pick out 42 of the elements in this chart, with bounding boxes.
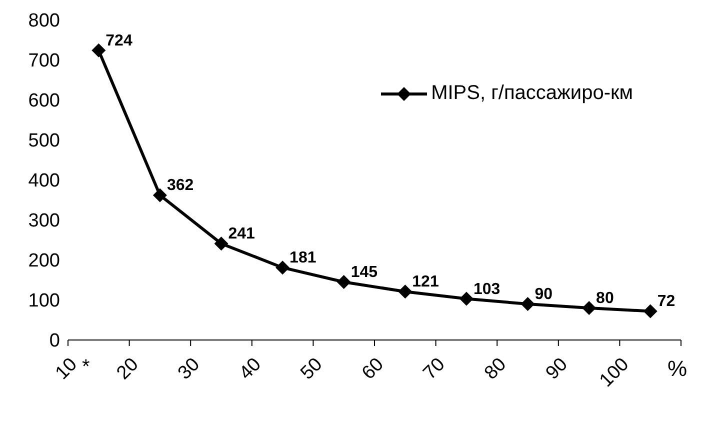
x-tick-label: 10 <box>52 354 82 384</box>
y-tick-label: 100 <box>28 290 60 312</box>
x-tick-label: 80 <box>480 354 511 384</box>
point <box>582 301 596 315</box>
point <box>398 284 412 299</box>
y-tick-label: 400 <box>28 170 60 192</box>
data-label: 724 <box>106 32 132 50</box>
data-label: 121 <box>412 274 439 291</box>
y-tick-label: 500 <box>28 130 60 152</box>
x-tick-label: 100 <box>596 354 634 392</box>
x-tick-label: 50 <box>296 354 327 384</box>
y-tick-label: 600 <box>28 90 60 112</box>
y-tick-label: 0 <box>49 330 60 352</box>
data-label: 362 <box>166 177 194 194</box>
point <box>520 297 535 311</box>
point <box>459 292 474 306</box>
x-tick-label: 60 <box>358 354 388 384</box>
data-label: 181 <box>290 250 316 267</box>
y-tick-label: 200 <box>28 250 60 272</box>
point <box>276 260 290 275</box>
y-tick-label: 700 <box>28 50 60 72</box>
point <box>214 236 228 251</box>
x-tick-label: 90 <box>542 354 572 384</box>
x-tick-label: 70 <box>419 354 450 384</box>
y-tick-label: 300 <box>28 210 60 232</box>
text: * <box>82 356 90 379</box>
point <box>152 188 167 202</box>
x-tick-label: 40 <box>236 354 266 384</box>
data-label: 103 <box>473 280 500 298</box>
data-label: 80 <box>596 290 614 307</box>
y-tick-label: 800 <box>28 10 60 32</box>
x-tick-label: 30 <box>174 354 204 384</box>
x-tick-label: 20 <box>112 354 143 384</box>
point <box>643 304 658 318</box>
data-label: 90 <box>534 286 553 303</box>
data-label: 145 <box>350 264 378 281</box>
x-axis-title: % <box>667 356 687 382</box>
point <box>336 275 351 289</box>
data-label: 72 <box>657 293 676 310</box>
point <box>92 43 106 58</box>
legend-label: MIPS, г/пассажиро-км <box>431 82 633 105</box>
data-label: 241 <box>228 226 256 243</box>
